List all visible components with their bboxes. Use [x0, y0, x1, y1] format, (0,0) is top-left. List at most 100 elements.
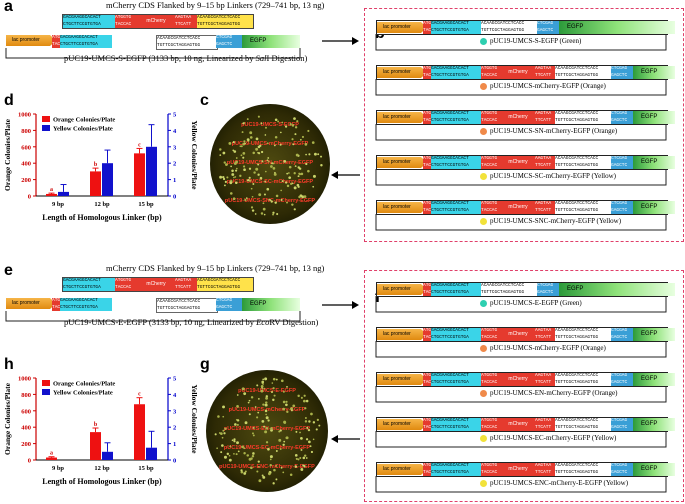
fluorescence-bulb-icon: [480, 480, 487, 487]
left-linker: GACGAAGGCACACT CTGCTTCCGTGTGA: [431, 66, 481, 79]
mcherry-stop: AAGTAA TTCATT: [535, 201, 555, 214]
panel-label-f: f: [375, 289, 381, 306]
colony: [236, 423, 239, 426]
colony: [288, 165, 292, 169]
colony: [273, 468, 276, 472]
significance-letter: b: [94, 162, 98, 168]
colony: [220, 432, 223, 435]
colony: [249, 179, 252, 182]
colony: [293, 172, 296, 175]
left-tick-label: 1000: [18, 376, 31, 383]
f-construct-4: lac promoter ATG TAC GACGAAGGCACACT CTGCTTCC…: [370, 417, 675, 451]
colony: [221, 436, 224, 439]
colony: [285, 181, 288, 184]
colony: [261, 160, 264, 163]
right-tick-label: 5: [173, 376, 177, 383]
colony: [267, 160, 270, 163]
insert-e-right-linker: ACAAGCGATCCTCACC TGTTCGCTAGGAGTGG: [197, 278, 253, 291]
plasmid-backbone: [375, 79, 667, 96]
colony: [311, 141, 315, 144]
colony: [312, 438, 315, 441]
plate-label: pUC19-UMCS-mCherry-EGFP: [231, 141, 309, 147]
colony: [264, 134, 267, 136]
colony: [232, 141, 235, 144]
fluorescence-bulb-icon: [480, 345, 487, 352]
colony: [294, 126, 298, 129]
site-linker: CTCGAG GAGCTC: [611, 201, 633, 214]
colony: [231, 439, 234, 442]
legend-swatch: [42, 389, 50, 395]
colony: [275, 464, 278, 467]
colony: [283, 440, 286, 443]
start-codon: ATG TAC: [423, 373, 431, 386]
colony: [298, 167, 302, 170]
left-tick-label: 0: [28, 458, 31, 465]
colony: [267, 419, 270, 422]
left-tick-label: 200: [21, 177, 31, 184]
insert-e-mcherry: mCherry: [137, 278, 175, 291]
colony: [262, 383, 264, 385]
colony: [217, 415, 220, 418]
left-linker: GACGAAGGCACACT CTGCTTCCGTGTGA: [431, 373, 481, 386]
site-linker: CTCGAG GAGCTC: [537, 21, 559, 34]
colony: [274, 171, 276, 174]
vector-right-homology: ACAAGCGATCCTCACC TGTTCGCTAGGAGTGG: [156, 35, 218, 50]
b-construct-4: lac promoter ATG TAC GACGAAGGCACACT CTGCTTCC…: [370, 155, 675, 189]
significance-letter: c: [138, 392, 141, 398]
colony: [252, 151, 256, 155]
left-linker: GACGAAGGCACACT CTGCTTCCGTGTGA: [431, 111, 481, 124]
mcherry-cds: mCherry: [501, 111, 535, 124]
plasmid-backbone: [375, 386, 667, 403]
colony: [269, 455, 273, 459]
colony: [234, 176, 237, 178]
colony: [294, 133, 297, 136]
mcherry-cds: mCherry: [501, 66, 535, 79]
colony: [252, 434, 255, 437]
colony: [295, 430, 298, 433]
lac-promoter: lac promoter: [377, 67, 427, 78]
egfp-cds: EGFP: [633, 328, 675, 341]
colony: [249, 131, 253, 135]
left-tick-label: 600: [21, 144, 31, 151]
construct-list-b: lac promoter ATG TAC GACGAAGGCACACT CTGCTTCC…: [370, 12, 680, 240]
colony: [226, 176, 229, 179]
colony: [264, 430, 268, 434]
colony: [265, 413, 267, 416]
lac-promoter: lac promoter: [6, 35, 56, 46]
colony: [262, 475, 266, 479]
x-axis-title: Length of Homologous Linker (bp): [42, 213, 162, 222]
colony: [310, 450, 314, 454]
colony: [269, 458, 272, 461]
bar: [146, 146, 157, 196]
colony: [260, 150, 264, 154]
left-tick-label: 0: [28, 194, 31, 201]
insert-e-stop: AAGTAA TTCATT: [175, 278, 197, 291]
colony: [279, 131, 282, 134]
colony: [286, 410, 289, 414]
colony: [308, 420, 311, 423]
vector-linker: CTCGAG GAGCTC: [216, 35, 242, 48]
colony: [296, 183, 300, 187]
b-construct-name: pUC19-UMCS-SNC-mCherry-EGFP (Yellow): [490, 217, 622, 225]
colony: [293, 208, 296, 211]
colony: [254, 406, 257, 408]
panel-b-box: [364, 8, 684, 242]
colony: [279, 448, 282, 450]
colony: [236, 167, 238, 170]
colony: [271, 162, 274, 165]
panel-label-a: a: [4, 0, 13, 15]
bar: [46, 193, 57, 196]
legend-label: Yellow Colonies/Plate: [53, 126, 113, 133]
colony: [273, 394, 276, 397]
insert-e-left-linker: GACGAAGGCACACT CTGCTTCCGTGTGA: [63, 278, 115, 291]
left-tick-label: 600: [21, 408, 31, 415]
colony: [232, 197, 236, 201]
colony: [299, 138, 302, 141]
colony: [265, 395, 269, 398]
colony: [257, 115, 260, 118]
colony: [223, 161, 226, 164]
colony: [300, 436, 303, 440]
colony: [260, 212, 264, 215]
colony: [266, 187, 270, 191]
colony: [275, 450, 278, 453]
